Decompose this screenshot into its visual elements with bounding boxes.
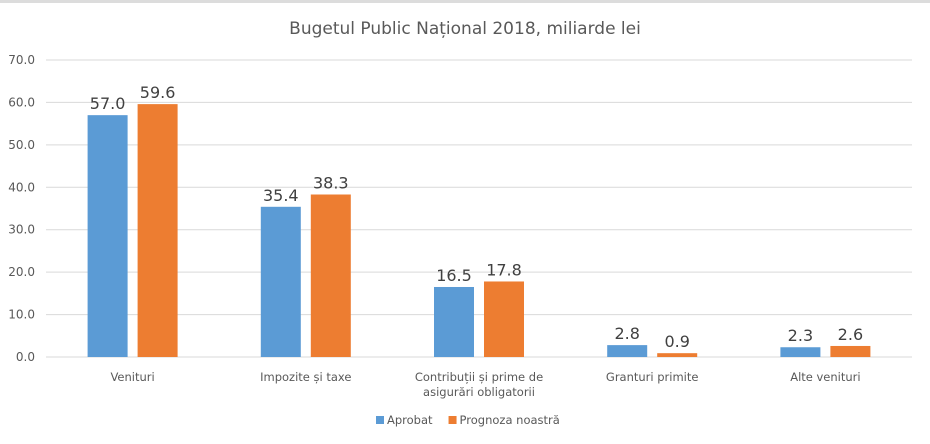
x-axis-ticks: Venituri Impozite și taxe Contribuții și p…	[110, 370, 860, 399]
x-tick-label: asigurări obligatorii	[423, 385, 535, 399]
data-label: 35.4	[263, 186, 299, 205]
bar	[780, 347, 821, 357]
data-label: 38.3	[313, 173, 349, 192]
data-label: 2.6	[838, 325, 863, 344]
y-tick-label: 40.0	[8, 180, 35, 194]
data-label: 2.8	[614, 324, 639, 343]
bars	[87, 104, 871, 358]
y-tick-label: 70.0	[8, 53, 35, 67]
x-tick-label: Alte venituri	[790, 370, 860, 384]
bar	[484, 281, 524, 357]
legend-swatch	[448, 416, 457, 424]
bar	[310, 194, 351, 357]
gridlines	[46, 59, 912, 358]
legend-swatch	[376, 416, 384, 424]
y-axis-ticks: 0.0 10.0 20.0 30.0 40.0 50.0 60.0 70.0	[8, 53, 35, 364]
bar	[434, 286, 474, 357]
y-tick-label: 60.0	[8, 95, 35, 109]
x-tick-label: Venituri	[110, 370, 154, 384]
bar	[260, 206, 301, 357]
legend-label: Prognoza noastră	[460, 413, 560, 427]
y-tick-label: 20.0	[8, 265, 35, 279]
bar	[657, 353, 698, 357]
data-label: 59.6	[140, 83, 176, 102]
y-tick-label: 10.0	[8, 308, 35, 322]
data-label: 16.5	[436, 266, 472, 285]
bar	[830, 345, 871, 357]
x-tick-label: Granturi primite	[606, 370, 699, 384]
data-label: 2.3	[788, 326, 813, 345]
data-label: 17.8	[486, 260, 522, 279]
y-tick-label: 50.0	[8, 138, 35, 152]
bar-chart: Bugetul Public Național 2018, miliarde l…	[8, 19, 912, 427]
data-label: 57.0	[90, 94, 126, 113]
bar	[137, 104, 178, 357]
y-tick-label: 0.0	[16, 350, 35, 364]
x-tick-label: Impozite și taxe	[260, 370, 351, 384]
legend: Aprobat Prognoza noastră	[376, 413, 560, 427]
legend-label: Aprobat	[387, 413, 433, 427]
data-label: 0.9	[664, 332, 689, 351]
bar	[87, 115, 128, 358]
bar	[607, 345, 648, 357]
chart-title: Bugetul Public Național 2018, miliarde l…	[289, 19, 641, 39]
x-tick-label: Contribuții și prime de	[415, 370, 543, 384]
y-tick-label: 30.0	[8, 223, 35, 237]
data-labels: 57.0 59.6 35.4 38.3 16.5 17.8 2.8 0.9 2.3 2.6	[90, 83, 863, 351]
